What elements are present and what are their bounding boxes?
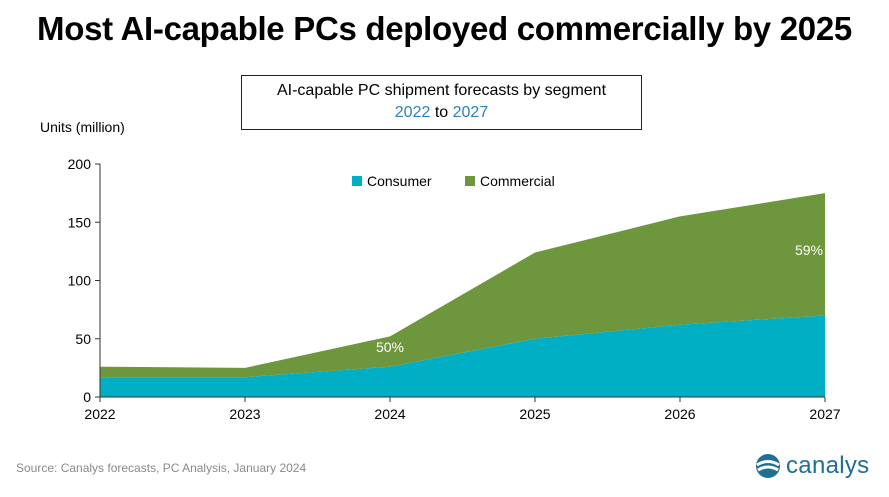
- subtitle-connector: to: [434, 104, 449, 121]
- legend-swatch-consumer: [352, 176, 362, 186]
- canalys-logo-icon: [756, 454, 780, 478]
- annotation-label: 50%: [376, 339, 404, 355]
- source-note: Source: Canalys forecasts, PC Analysis, …: [16, 461, 307, 475]
- x-tick-label: 2022: [84, 406, 115, 422]
- x-tick-label: 2025: [519, 406, 550, 422]
- subtitle-line1: AI-capable PC shipment forecasts by segm…: [276, 82, 607, 99]
- y-axis-label: Units (million): [40, 119, 125, 135]
- subtitle-line2: 2022 to 2027: [242, 102, 641, 124]
- x-tick-label: 2026: [664, 406, 695, 422]
- annotation-label: 59%: [795, 242, 823, 258]
- area-consumer: [100, 315, 825, 397]
- canalys-logo: canalys: [755, 452, 869, 480]
- x-tick-label: 2023: [229, 406, 260, 422]
- y-tick-label: 100: [68, 273, 92, 289]
- y-tick-label: 200: [68, 156, 92, 172]
- chart-subtitle-box: AI-capable PC shipment forecasts by segm…: [241, 75, 642, 130]
- legend-label-consumer: Consumer: [367, 173, 432, 189]
- subtitle-from-year: 2022: [394, 104, 431, 121]
- legend-swatch-commercial: [465, 176, 475, 186]
- subtitle-to-year: 2027: [452, 104, 489, 121]
- y-tick-label: 0: [83, 389, 91, 405]
- y-tick-label: 150: [68, 214, 92, 230]
- legend-label-commercial: Commercial: [480, 173, 555, 189]
- x-tick-label: 2024: [374, 406, 405, 422]
- x-tick-label: 2027: [809, 406, 840, 422]
- y-tick-label: 50: [75, 331, 91, 347]
- chart-title: Most AI-capable PCs deployed commerciall…: [37, 10, 852, 47]
- logo-text: canalys: [786, 452, 870, 479]
- area-commercial: [100, 193, 825, 378]
